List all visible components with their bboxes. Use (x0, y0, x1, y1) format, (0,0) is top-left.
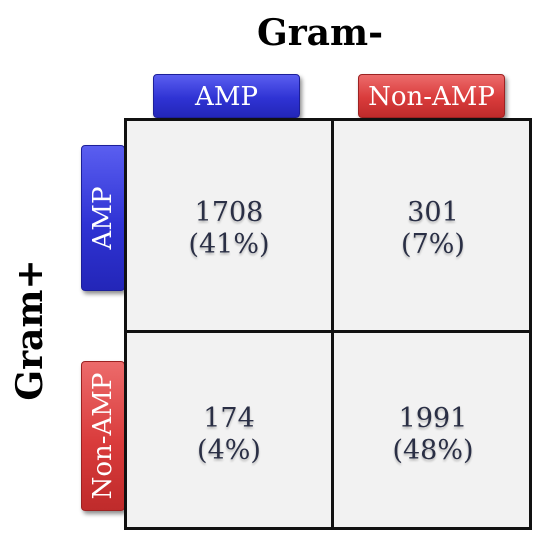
row-header-non-amp: Non-AMP (81, 361, 125, 511)
gram-negative-title: Gram- (256, 12, 384, 54)
cell-non-amp-amp-count: 174 (203, 403, 255, 434)
cell-amp-amp-count: 1708 (194, 197, 264, 228)
cell-amp-amp-percent: (41%) (188, 229, 270, 260)
gram-positive-title: Gram+ (9, 259, 51, 401)
cell-amp-amp: 1708 (41%) (127, 121, 331, 330)
cell-amp-non-amp-count: 301 (407, 197, 459, 228)
cell-non-amp-non-amp-count: 1991 (398, 403, 468, 434)
column-header-amp: AMP (153, 74, 300, 118)
row-header-amp: AMP (81, 145, 125, 291)
row-header-non-amp-label: Non-AMP (88, 372, 118, 500)
row-header-amp-label: AMP (88, 186, 118, 250)
matrix-horizontal-divider (127, 330, 529, 333)
cell-amp-non-amp: 301 (7%) (334, 121, 532, 330)
cell-non-amp-amp: 174 (4%) (127, 333, 331, 527)
cell-non-amp-non-amp: 1991 (48%) (334, 333, 532, 527)
confusion-matrix: 1708 (41%) 301 (7%) 174 (4%) 1991 (48%) (124, 118, 532, 530)
cell-amp-non-amp-percent: (7%) (401, 229, 465, 260)
column-header-non-amp: Non-AMP (358, 74, 505, 118)
cell-non-amp-non-amp-percent: (48%) (392, 435, 474, 466)
matrix-vertical-divider (331, 121, 334, 527)
cell-non-amp-amp-percent: (4%) (197, 435, 261, 466)
